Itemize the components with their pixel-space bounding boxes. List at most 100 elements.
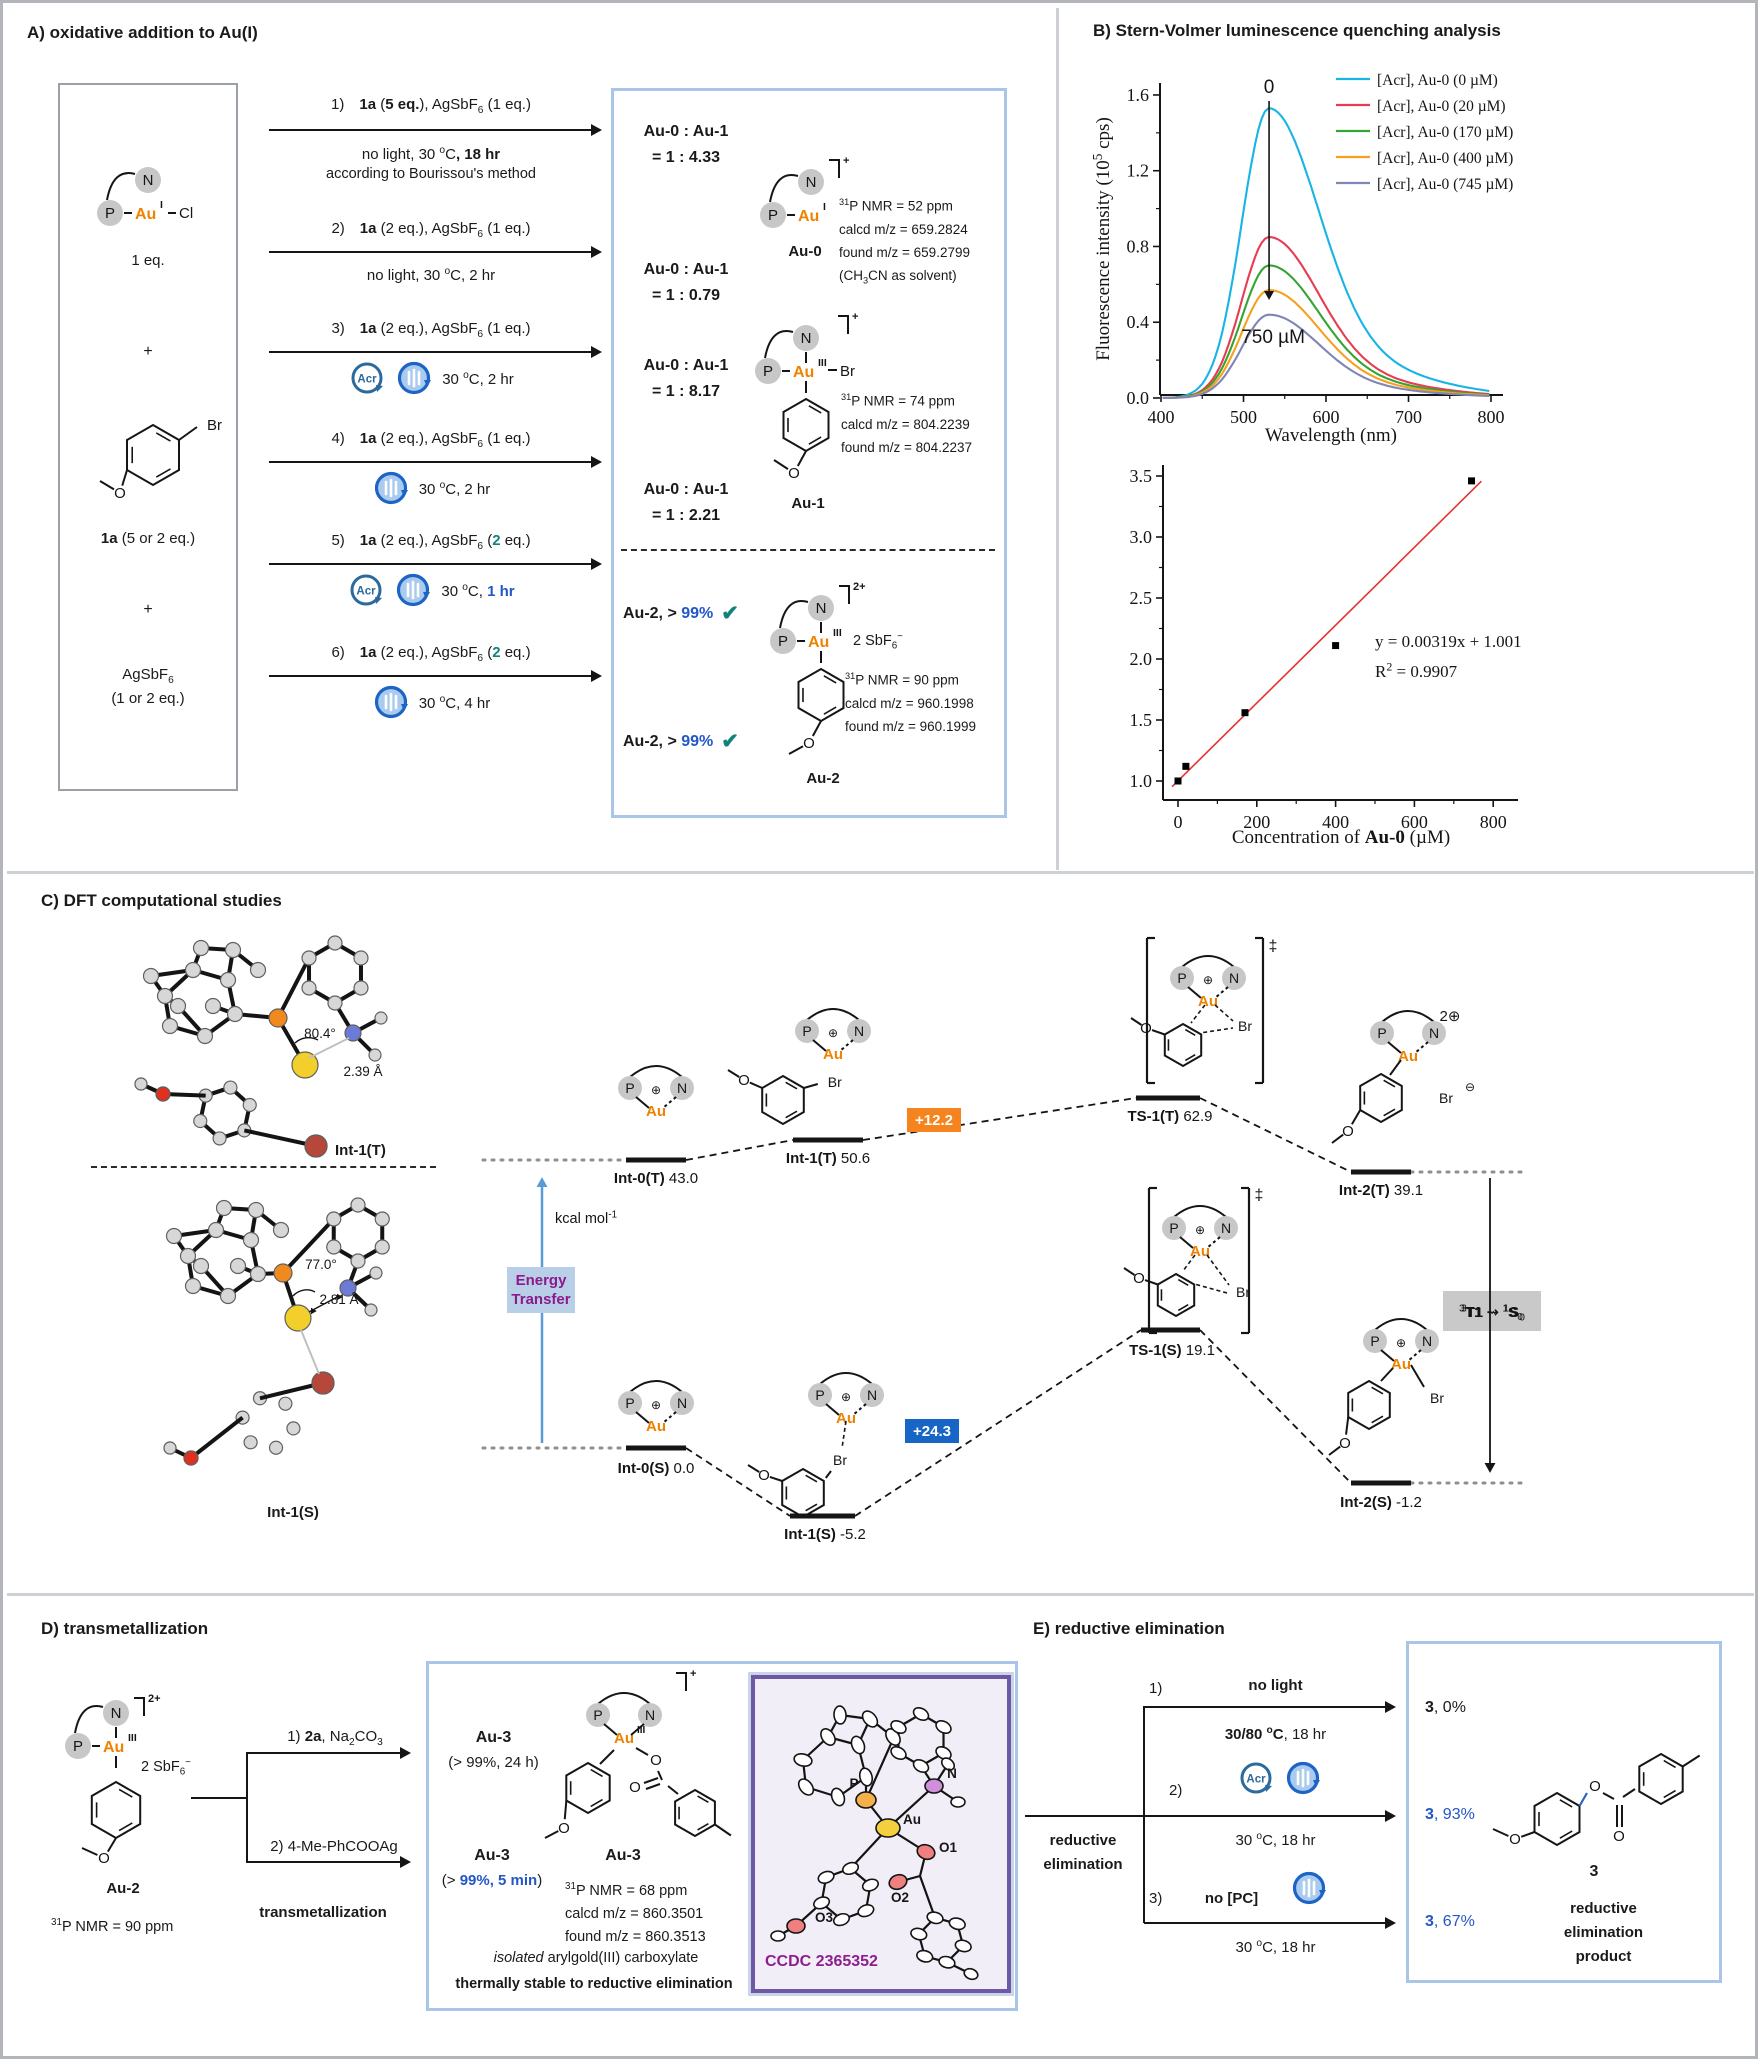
spectrum-series-2 — [1163, 266, 1490, 398]
svg-text:Au: Au — [793, 364, 814, 381]
au3-result-1-detail: (> 99%, 24 h) — [431, 1751, 556, 1775]
energy-label-int0t: Int-0(T) 43.0 — [614, 1170, 698, 1187]
svg-text:Br: Br — [828, 1074, 842, 1090]
svg-text:N: N — [677, 1395, 687, 1411]
reaction-2-reagents: 2) 1a (2 eq.), AgSbF6 (1 eq.) — [261, 217, 601, 247]
au3-nmr-line: 31P NMR = 68 ppm — [565, 1875, 706, 1903]
svg-text:Au: Au — [135, 206, 156, 223]
product-3-caption: reductive elimination product — [1531, 1897, 1676, 1969]
reaction-3-arrow — [269, 351, 591, 353]
svg-text:N: N — [867, 1387, 877, 1403]
yield-au2-1-text: Au-2, > 99% — [623, 601, 713, 627]
re-label-line2: elimination — [1027, 1853, 1139, 1877]
data-point-0 — [1175, 778, 1182, 785]
svg-text:‡: ‡ — [1269, 938, 1278, 955]
svg-text:Au: Au — [646, 1418, 666, 1435]
svg-text:400: 400 — [1148, 407, 1175, 427]
y-axis-label: Fluorescence intensity (105 cps) — [1090, 117, 1114, 361]
caption-line-3: product — [1531, 1945, 1676, 1969]
light-bulb-icon — [1290, 1869, 1328, 1907]
svg-text:Au: Au — [798, 208, 819, 225]
svg-text:O: O — [1613, 1828, 1625, 1845]
au3-result-1: Au-3 (> 99%, 24 h) — [431, 1725, 556, 1775]
figure-root: A) oxidative addition to Au(I) P N Au I Cl Br… — [0, 0, 1758, 2059]
svg-text:O: O — [803, 735, 815, 752]
svg-text:Au: Au — [1198, 993, 1218, 1010]
svg-text:⊕: ⊕ — [828, 1026, 838, 1040]
ccdc-number: CCDC 2365352 — [765, 1949, 878, 1975]
energy-label-int0s: Int-0(S) 0.0 — [618, 1460, 695, 1477]
annotation-750: 750 µM — [1241, 327, 1305, 348]
fit-equation: y = 0.00319x + 1.001 — [1375, 632, 1522, 651]
svg-text:O: O — [114, 485, 126, 502]
e-branch-1-num: 1) — [1149, 1677, 1162, 1701]
e-branch-3-icons — [1289, 1869, 1329, 1907]
reaction-5-conditions: Acr 30 oC, 1 hr — [261, 571, 601, 609]
au1-found: found m/z = 804.2237 — [841, 436, 972, 459]
e-branch-3-num: 3) — [1149, 1887, 1162, 1911]
au0-calcd: calcd m/z = 659.2824 — [839, 218, 970, 241]
reaction-2-conditions: no light, 30 oC, 2 hr — [261, 260, 601, 288]
spectrum-series-1 — [1163, 237, 1490, 398]
au2-found: found m/z = 960.1999 — [845, 715, 976, 738]
svg-text:+: + — [843, 155, 849, 167]
svg-text:P: P — [763, 363, 773, 380]
svg-text:0.4: 0.4 — [1127, 312, 1150, 332]
svg-text:N: N — [816, 600, 827, 617]
svg-text:500: 500 — [1230, 407, 1257, 427]
distance-label: 2.81 Å — [319, 1292, 358, 1307]
svg-text:Cl: Cl — [179, 205, 193, 222]
reaction-6-arrow — [269, 675, 591, 677]
divider-c-bottom — [7, 1593, 1754, 1596]
isolated-note: isolated arylgold(III) carboxylate — [451, 1947, 741, 1970]
svg-text:2+: 2+ — [853, 581, 866, 593]
light-bulb-icon — [395, 359, 433, 397]
svg-text:⊕: ⊕ — [651, 1398, 661, 1412]
yield-au2-no-pc: Au-2, > 99% ✔ — [623, 729, 793, 755]
au0-found: found m/z = 659.2799 — [839, 241, 970, 264]
stern-volmer-plot: 0 200 400 600 8001.01.52.02.53.03.5Concentra… — [1083, 435, 1663, 867]
data-point-2 — [1241, 709, 1248, 716]
reaction-4-conditions-text: 30 oC, 2 hr — [419, 474, 491, 502]
reaction-6-conditions-text: 30 oC, 4 hr — [419, 688, 491, 716]
au0-solvent: (CH3CN as solvent) — [839, 264, 970, 293]
ratio-4-line2: = 1 : 2.21 — [611, 503, 761, 529]
svg-text:1.2: 1.2 — [1127, 161, 1150, 181]
ratio-1-line1: Au-0 : Au-1 — [611, 119, 761, 145]
svg-text:N: N — [1422, 1333, 1432, 1349]
legend-entry-4: [Acr], Au-0 (745 µM) — [1377, 176, 1513, 193]
au2-counterion: 2 SbF6− — [853, 625, 903, 658]
acridinium-photocatalyst-icon: Acr — [1237, 1759, 1275, 1797]
au0-nmr-line: 31P NMR = 52 ppm — [839, 191, 970, 218]
svg-text:P: P — [625, 1395, 634, 1411]
results-divider — [621, 549, 995, 551]
legend-entry-2: [Acr], Au-0 (170 µM) — [1377, 124, 1513, 141]
svg-text:III: III — [818, 357, 827, 369]
dft-structure-int1s: 77.0°2.81 Å — [143, 1188, 463, 1518]
au3-nmr: 31P NMR = 68 ppm calcd m/z = 860.3501 fo… — [565, 1875, 706, 1949]
reaction-5-conditions-text: 30 oC, 1 hr — [441, 576, 514, 604]
svg-text:0.0: 0.0 — [1127, 388, 1150, 408]
e-branch-2-bottom: 30 oC, 18 hr — [1183, 1825, 1368, 1853]
e-result-2: 3, 93% — [1425, 1802, 1475, 1828]
caption-line-2: elimination — [1531, 1921, 1676, 1945]
au2-calcd: calcd m/z = 960.1998 — [845, 692, 976, 715]
e-arrow-2 — [1144, 1815, 1385, 1817]
annotation-zero: 0 — [1264, 77, 1275, 98]
svg-text:⊖: ⊖ — [1465, 1080, 1475, 1094]
svg-text:3.5: 3.5 — [1130, 466, 1153, 486]
reaction-3-conditions-text: 30 oC, 2 hr — [442, 364, 514, 392]
reductive-elimination-label: reductive elimination — [1027, 1829, 1139, 1877]
svg-text:P: P — [1169, 1220, 1178, 1236]
svg-text:‡: ‡ — [1255, 1187, 1264, 1204]
au1-calcd: calcd m/z = 804.2239 — [841, 413, 972, 436]
int2t-charge: 2⊕ — [1440, 1008, 1461, 1025]
barrier-singlet: +24.3 — [913, 1423, 951, 1440]
panel-c-title: C) DFT computational studies — [41, 891, 282, 911]
au0-nmr: 31P NMR = 52 ppm calcd m/z = 659.2824 fo… — [839, 191, 970, 292]
svg-text:III: III — [128, 1732, 137, 1744]
e-branch-1-bottom: 30/80 oC, 18 hr — [1183, 1719, 1368, 1747]
stability-note: thermally stable to reductive eliminatio… — [429, 1973, 759, 1996]
reaction-5-reagents: 5) 1a (2 eq.), AgSbF6 (2 eq.) — [261, 529, 601, 559]
acridinium-photocatalyst-icon: Acr — [347, 571, 385, 609]
